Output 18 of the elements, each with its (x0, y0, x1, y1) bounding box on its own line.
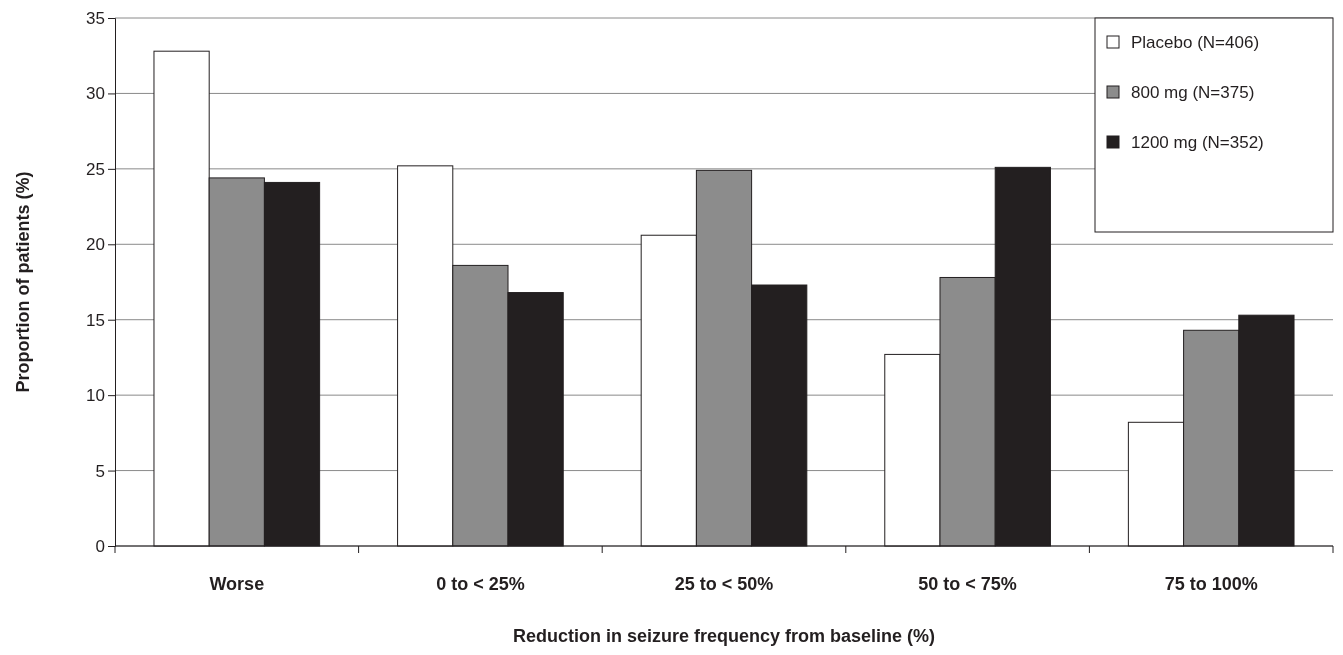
legend-label: Placebo (N=406) (1131, 33, 1260, 52)
x-tick-label: 75 to 100% (1164, 574, 1258, 594)
y-tick-label: 20 (86, 235, 105, 255)
y-tick-label: 30 (86, 84, 105, 104)
y-tick-label: 10 (86, 386, 105, 406)
x-tick-label: Worse (209, 574, 265, 594)
x-tick-label: 50 to < 75% (918, 574, 1017, 594)
y-tick-label: 5 (95, 461, 105, 481)
y-axis-title: Proportion of patients (%) (13, 171, 33, 393)
y-tick-label: 25 (86, 159, 105, 179)
legend-label: 1200 mg (N=352) (1131, 133, 1264, 152)
y-tick-label: 35 (86, 8, 105, 28)
x-tick-label: 0 to < 25% (436, 574, 525, 594)
legend-label: 800 mg (N=375) (1131, 83, 1255, 102)
y-tick-label: 0 (95, 536, 105, 556)
x-tick-label: 25 to < 50% (674, 574, 774, 594)
x-axis-title: Reduction in seizure frequency from baseline (%) (512, 626, 936, 646)
y-tick-label: 15 (86, 310, 105, 330)
